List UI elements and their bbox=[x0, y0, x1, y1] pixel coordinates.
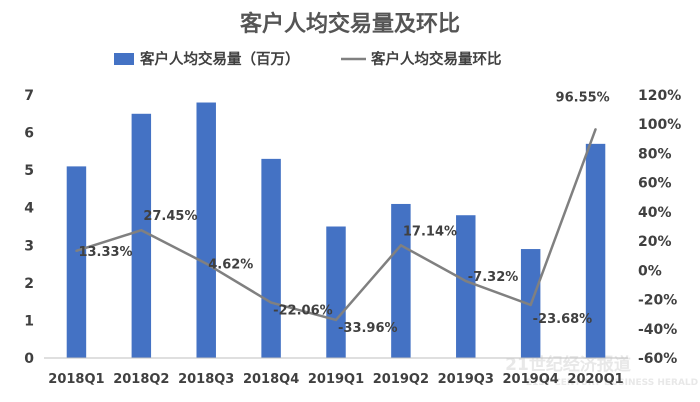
right-tick-label: 0% bbox=[638, 263, 662, 279]
x-tick-label: 2019Q3 bbox=[438, 372, 494, 387]
line-point bbox=[205, 262, 208, 265]
legend: 客户人均交易量（百万） 客户人均交易量环比 bbox=[114, 50, 502, 68]
left-tick-label: 2 bbox=[24, 276, 34, 292]
left-tick-label: 4 bbox=[24, 201, 34, 217]
right-tick-label: 120% bbox=[638, 88, 681, 104]
right-tick-label: -20% bbox=[638, 293, 677, 309]
bar bbox=[326, 226, 346, 358]
legend-label-bar: 客户人均交易量（百万） bbox=[139, 50, 300, 68]
data-labels: 13.33% 27.45% 4.62% -22.06% -33.96% 17.14% -7.… bbox=[78, 90, 609, 336]
x-tick-label: 2018Q1 bbox=[48, 372, 104, 387]
bar bbox=[131, 113, 152, 359]
data-label: -33.96% bbox=[338, 321, 398, 336]
right-tick-label: 80% bbox=[638, 146, 672, 162]
bar bbox=[391, 203, 411, 358]
line-point bbox=[334, 318, 338, 322]
data-label: 17.14% bbox=[403, 224, 457, 239]
left-tick-label: 7 bbox=[24, 88, 34, 104]
x-tick-label: 2020Q1 bbox=[567, 372, 623, 387]
data-label: -23.68% bbox=[533, 312, 593, 327]
x-tick-label: 2018Q2 bbox=[113, 372, 169, 387]
watermark-text: 21世纪经济报道 bbox=[505, 354, 631, 375]
right-tick-label: 20% bbox=[638, 234, 672, 250]
left-axis: 0 1 2 3 4 5 6 7 bbox=[24, 88, 34, 367]
bar bbox=[261, 158, 281, 358]
right-tick-label: -40% bbox=[638, 322, 677, 338]
x-tick-label: 2018Q4 bbox=[243, 372, 299, 387]
data-label: 4.62% bbox=[208, 258, 253, 273]
x-tick-label: 2019Q2 bbox=[373, 372, 429, 387]
bar bbox=[456, 215, 476, 358]
line-point bbox=[75, 249, 78, 253]
right-tick-label: 100% bbox=[638, 117, 681, 133]
watermark-subtext: 21ST CENTURY BUSINESS HERALD bbox=[526, 378, 698, 388]
data-label: -22.06% bbox=[273, 304, 333, 319]
bar bbox=[66, 166, 87, 358]
line-series bbox=[75, 128, 597, 322]
chart-title: 客户人均交易量及环比 bbox=[240, 11, 460, 37]
line-point bbox=[594, 128, 597, 131]
data-label: 13.33% bbox=[78, 245, 132, 260]
left-tick-label: 5 bbox=[24, 163, 34, 179]
line-point bbox=[269, 301, 273, 304]
x-tick-label: 2018Q3 bbox=[178, 372, 234, 387]
left-tick-label: 3 bbox=[24, 238, 34, 254]
right-tick-label: -60% bbox=[638, 351, 677, 367]
right-tick-label: 40% bbox=[638, 205, 672, 221]
bar bbox=[196, 102, 216, 358]
right-axis: -60% -40% -20% 0% 20% 40% 60% 80% 100% 120% bbox=[638, 88, 681, 367]
data-label: -7.32% bbox=[468, 270, 519, 285]
x-tick-label: 2019Q4 bbox=[503, 372, 559, 387]
line-point bbox=[464, 279, 467, 283]
line-point bbox=[529, 303, 532, 307]
bar bbox=[585, 143, 606, 358]
left-tick-label: 0 bbox=[24, 351, 34, 367]
bar-series bbox=[66, 102, 606, 359]
left-tick-label: 1 bbox=[24, 313, 34, 329]
legend-label-line: 客户人均交易量环比 bbox=[370, 50, 502, 68]
line-point bbox=[399, 244, 403, 247]
data-label: 27.45% bbox=[143, 209, 197, 224]
x-tick-label: 2019Q1 bbox=[308, 372, 364, 387]
legend-swatch-bar bbox=[114, 53, 134, 65]
right-tick-label: 60% bbox=[638, 176, 672, 192]
line-point bbox=[140, 229, 143, 232]
x-axis: 2018Q1 2018Q2 2018Q3 2018Q4 2019Q1 2019Q2 2019… bbox=[44, 357, 628, 387]
watermark: 21世纪经济报道 21ST CENTURY BUSINESS HERALD bbox=[505, 354, 698, 388]
data-label: 96.55% bbox=[556, 90, 610, 105]
left-tick-label: 6 bbox=[24, 126, 34, 142]
